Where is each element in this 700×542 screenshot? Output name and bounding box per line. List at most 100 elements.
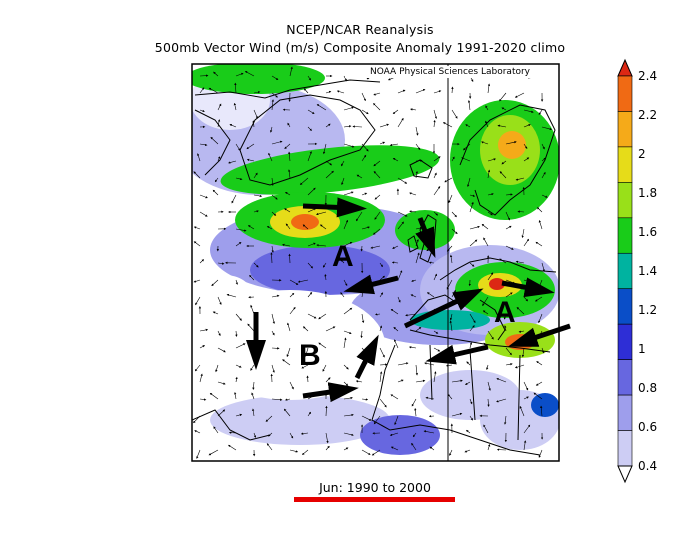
wind-vector	[361, 449, 371, 455]
wind-vector	[322, 262, 327, 268]
wind-vector	[356, 174, 363, 179]
wind-vector	[373, 160, 381, 167]
wind-vector	[425, 396, 435, 400]
wind-vector	[467, 100, 471, 111]
wind-vector	[523, 296, 529, 302]
wind-vector	[209, 392, 219, 400]
wind-vector	[251, 392, 255, 400]
wind-vector	[487, 158, 497, 162]
wind-vector	[538, 219, 543, 230]
arrow-east-b	[302, 382, 359, 403]
wind-vector	[414, 407, 417, 417]
region-label-b: B	[299, 339, 321, 372]
colorbar-tick-label: 1.2	[638, 303, 658, 317]
wind-vector	[271, 398, 283, 401]
wind-vector	[217, 103, 222, 111]
wind-vector	[504, 325, 507, 332]
wind-vector	[289, 449, 299, 453]
wind-vector	[485, 120, 489, 128]
wind-vector	[343, 330, 352, 335]
wind-vector	[253, 262, 259, 268]
wind-vector	[336, 90, 345, 94]
wind-vector	[316, 244, 327, 247]
wind-vector	[483, 237, 489, 247]
wind-vector	[415, 364, 419, 376]
wind-vector	[411, 398, 417, 407]
wind-vector	[503, 313, 507, 320]
wind-vector	[247, 225, 255, 230]
wind-vector	[343, 307, 353, 315]
annotation-arrows	[246, 197, 571, 403]
wind-vector	[303, 88, 309, 94]
wind-vector	[487, 398, 490, 407]
wind-vector	[451, 86, 454, 94]
wind-vector	[390, 446, 399, 451]
wind-vector	[448, 194, 453, 204]
wind-vector	[535, 241, 543, 247]
wind-vector	[373, 103, 381, 111]
wind-vector	[253, 109, 258, 119]
wind-vector	[485, 105, 489, 111]
wind-vector	[541, 262, 545, 272]
wind-vector	[379, 292, 384, 298]
wind-vector	[199, 259, 205, 264]
arrow-west-africa	[425, 344, 489, 365]
wind-vector	[374, 194, 381, 200]
colorbar-tick-label: 0.6	[638, 420, 658, 434]
wind-vector	[538, 449, 543, 458]
wind-vector	[343, 106, 354, 111]
wind-vector	[318, 342, 327, 349]
wind-vector	[199, 345, 206, 349]
wind-vector	[541, 157, 547, 162]
wind-vector	[374, 313, 381, 316]
wind-vector	[389, 143, 399, 147]
wind-vector	[249, 274, 255, 281]
wind-vector	[301, 449, 309, 455]
wind-vector	[393, 326, 399, 332]
colorbar-tick-label: 0.8	[638, 381, 658, 395]
wind-vector	[496, 398, 507, 403]
wind-vector	[307, 126, 312, 131]
wind-vector	[235, 177, 243, 181]
wind-vector	[270, 252, 273, 264]
wind-vector	[487, 169, 491, 179]
wind-vector	[307, 208, 317, 213]
wind-vector	[521, 347, 525, 358]
wind-vector	[269, 126, 273, 133]
colorbar-segment	[617, 146, 633, 183]
wind-vector	[301, 364, 309, 369]
wind-vector	[379, 325, 383, 332]
wind-vector	[533, 392, 543, 400]
wind-vector	[288, 253, 291, 264]
wind-vector	[325, 377, 331, 383]
wind-vector	[341, 160, 345, 167]
wind-vector	[286, 347, 291, 358]
wind-vector	[266, 443, 273, 451]
wind-vector	[199, 328, 209, 332]
wind-vector	[379, 371, 383, 383]
wind-vector	[194, 364, 201, 372]
wind-vector	[307, 291, 313, 298]
wind-vector	[423, 430, 435, 434]
wind-vector	[253, 91, 261, 94]
arrow-west-a	[343, 274, 399, 295]
wind-vector	[325, 170, 334, 179]
wind-vector	[226, 293, 237, 298]
wind-vector	[451, 412, 463, 417]
wind-vector	[217, 262, 225, 265]
wind-vector	[299, 177, 309, 186]
wind-vector	[465, 429, 471, 434]
wind-vector	[297, 279, 309, 283]
wind-vector	[253, 194, 263, 198]
wind-vector	[373, 92, 381, 96]
wind-vector	[282, 359, 291, 366]
region-label-a-atlantic: A	[332, 240, 354, 273]
wind-vector	[210, 136, 219, 145]
wind-vector	[325, 160, 333, 166]
colorbar-tick-label: 0.4	[638, 459, 658, 473]
wind-vector	[515, 260, 525, 264]
colorbar-tick-label: 2.4	[638, 69, 658, 83]
wind-vector	[215, 364, 219, 373]
wind-vector	[231, 194, 237, 204]
wind-vector	[410, 294, 417, 298]
